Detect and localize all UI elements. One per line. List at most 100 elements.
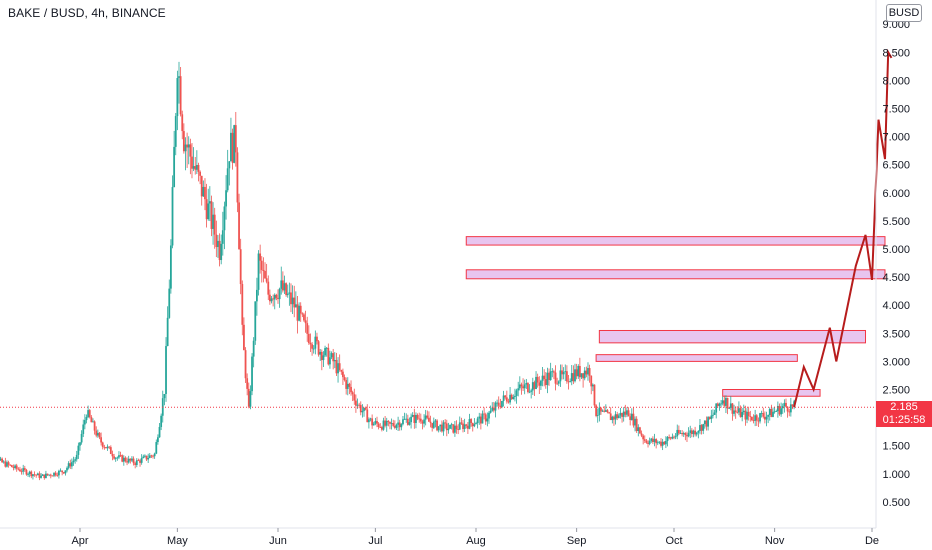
candle-body — [543, 375, 546, 380]
candle-body — [267, 281, 270, 295]
candle-body — [77, 445, 80, 455]
candle-body — [348, 383, 351, 387]
candle-body — [101, 442, 104, 447]
candle-body — [419, 418, 422, 422]
candle-body — [671, 436, 674, 439]
candle-body — [207, 203, 210, 220]
candle-body — [577, 365, 580, 377]
candle-body — [648, 440, 651, 444]
candle-body — [322, 355, 325, 361]
candle-body — [593, 384, 596, 406]
candle-body — [74, 459, 77, 461]
candle-body — [324, 348, 326, 356]
candle-body — [522, 386, 524, 389]
candle-body — [604, 410, 607, 412]
candle-body — [770, 408, 773, 417]
candle-body — [406, 418, 409, 425]
candle-body — [578, 365, 581, 378]
currency-badge[interactable]: BUSD — [886, 4, 922, 22]
candle-body — [533, 382, 536, 390]
candle-body — [33, 474, 36, 476]
candle-body — [223, 206, 226, 231]
candle-body — [119, 455, 122, 456]
candle-body — [25, 469, 28, 475]
candle-body — [134, 463, 137, 465]
candle-body — [228, 161, 231, 169]
candle-body — [171, 187, 174, 246]
candle-body — [400, 424, 403, 428]
candle-body — [351, 392, 354, 395]
candle-body — [656, 442, 659, 444]
candle-body — [502, 395, 505, 401]
candle-body — [731, 403, 734, 414]
candle-body — [197, 164, 200, 172]
resistance-zone — [465, 269, 886, 280]
candle-body — [751, 416, 753, 421]
candle-body — [679, 432, 682, 434]
candle-body — [767, 415, 770, 417]
candle-body — [686, 435, 688, 437]
candle-body — [716, 403, 719, 406]
candle-body — [591, 384, 594, 387]
price-tick-label: 1.000 — [882, 469, 910, 481]
candle-body — [122, 457, 125, 462]
candle-body — [343, 377, 346, 381]
candle-body — [275, 294, 278, 298]
candle-body — [173, 146, 176, 188]
candle-body — [59, 470, 62, 472]
candle-body — [231, 132, 234, 163]
candle-body — [442, 422, 445, 432]
resistance-zone — [598, 329, 867, 344]
candle-body — [518, 384, 521, 389]
candle-body — [465, 424, 468, 426]
candle-body — [371, 418, 374, 426]
candle-body — [626, 410, 628, 415]
candle-body — [468, 419, 471, 429]
candle-body — [556, 383, 559, 385]
projection-path — [793, 48, 893, 408]
candle-body — [635, 418, 638, 431]
candle-body — [157, 437, 159, 443]
candle-body — [327, 347, 330, 365]
candle-body — [699, 425, 701, 431]
candle-body — [131, 458, 133, 461]
candle-body — [729, 403, 732, 408]
candle-body — [624, 411, 627, 415]
candle-body — [260, 260, 263, 270]
candle-body — [590, 375, 593, 387]
candle-body — [773, 411, 776, 413]
candle-body — [220, 243, 223, 261]
candle-body — [366, 409, 369, 423]
candle-body — [153, 453, 156, 457]
candle-body — [268, 294, 271, 302]
candle-body — [82, 424, 85, 434]
price-tick-label: 6.500 — [882, 160, 910, 172]
candle-body — [415, 414, 417, 423]
candle-body — [763, 416, 766, 420]
candle-body — [749, 416, 752, 417]
candle-body — [580, 373, 583, 378]
candle-body — [298, 305, 300, 321]
candle-body — [582, 373, 585, 379]
candle-body — [54, 472, 57, 476]
candle-body — [69, 463, 72, 467]
candle-body — [90, 417, 93, 423]
candle-body — [40, 475, 42, 478]
candle-body — [712, 414, 714, 416]
candle-body — [613, 416, 615, 420]
projection-layer — [793, 48, 893, 408]
candle-body — [140, 458, 143, 463]
price-tick-label: 8.000 — [882, 75, 910, 87]
candle-body — [595, 405, 597, 416]
candle-body — [437, 426, 440, 431]
candle-body — [475, 423, 477, 425]
candle-body — [35, 474, 38, 476]
candle-body — [142, 456, 145, 459]
candle-body — [458, 422, 461, 430]
candle-body — [598, 407, 601, 416]
candle-body — [56, 475, 59, 476]
candle-body — [337, 363, 339, 374]
candle-body — [783, 402, 786, 407]
candle-body — [187, 144, 190, 148]
